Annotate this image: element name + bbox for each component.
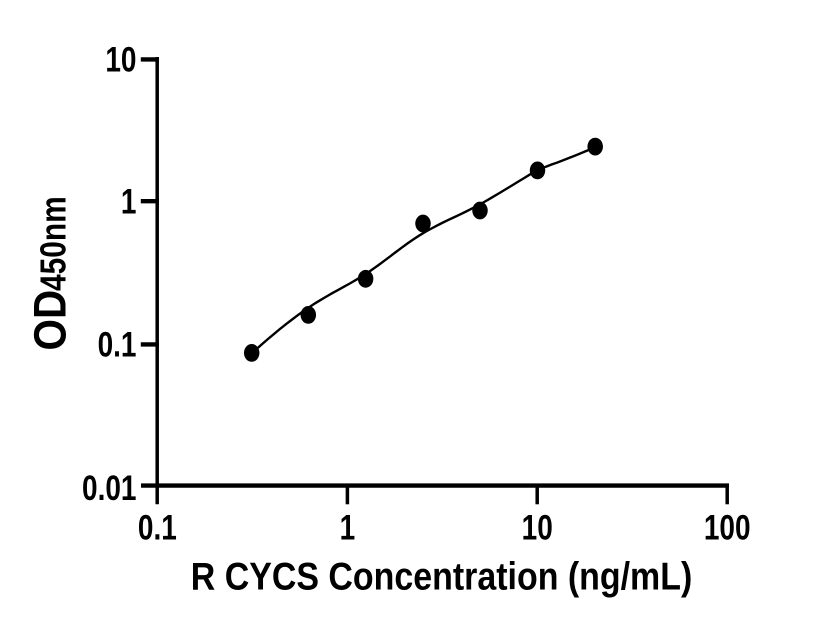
svg-text:0.01: 0.01	[82, 468, 136, 508]
svg-text:0.1: 0.1	[138, 507, 177, 547]
svg-text:450nm: 450nm	[34, 196, 74, 291]
svg-text:10: 10	[105, 39, 136, 79]
svg-text:100: 100	[704, 507, 751, 547]
svg-text:1: 1	[340, 507, 356, 547]
svg-text:1: 1	[121, 181, 137, 221]
svg-text:0.1: 0.1	[98, 324, 137, 364]
svg-text:10: 10	[522, 507, 553, 547]
svg-text:OD: OD	[26, 290, 76, 351]
svg-text:R CYCS Concentration (ng/mL): R CYCS Concentration (ng/mL)	[191, 554, 692, 598]
